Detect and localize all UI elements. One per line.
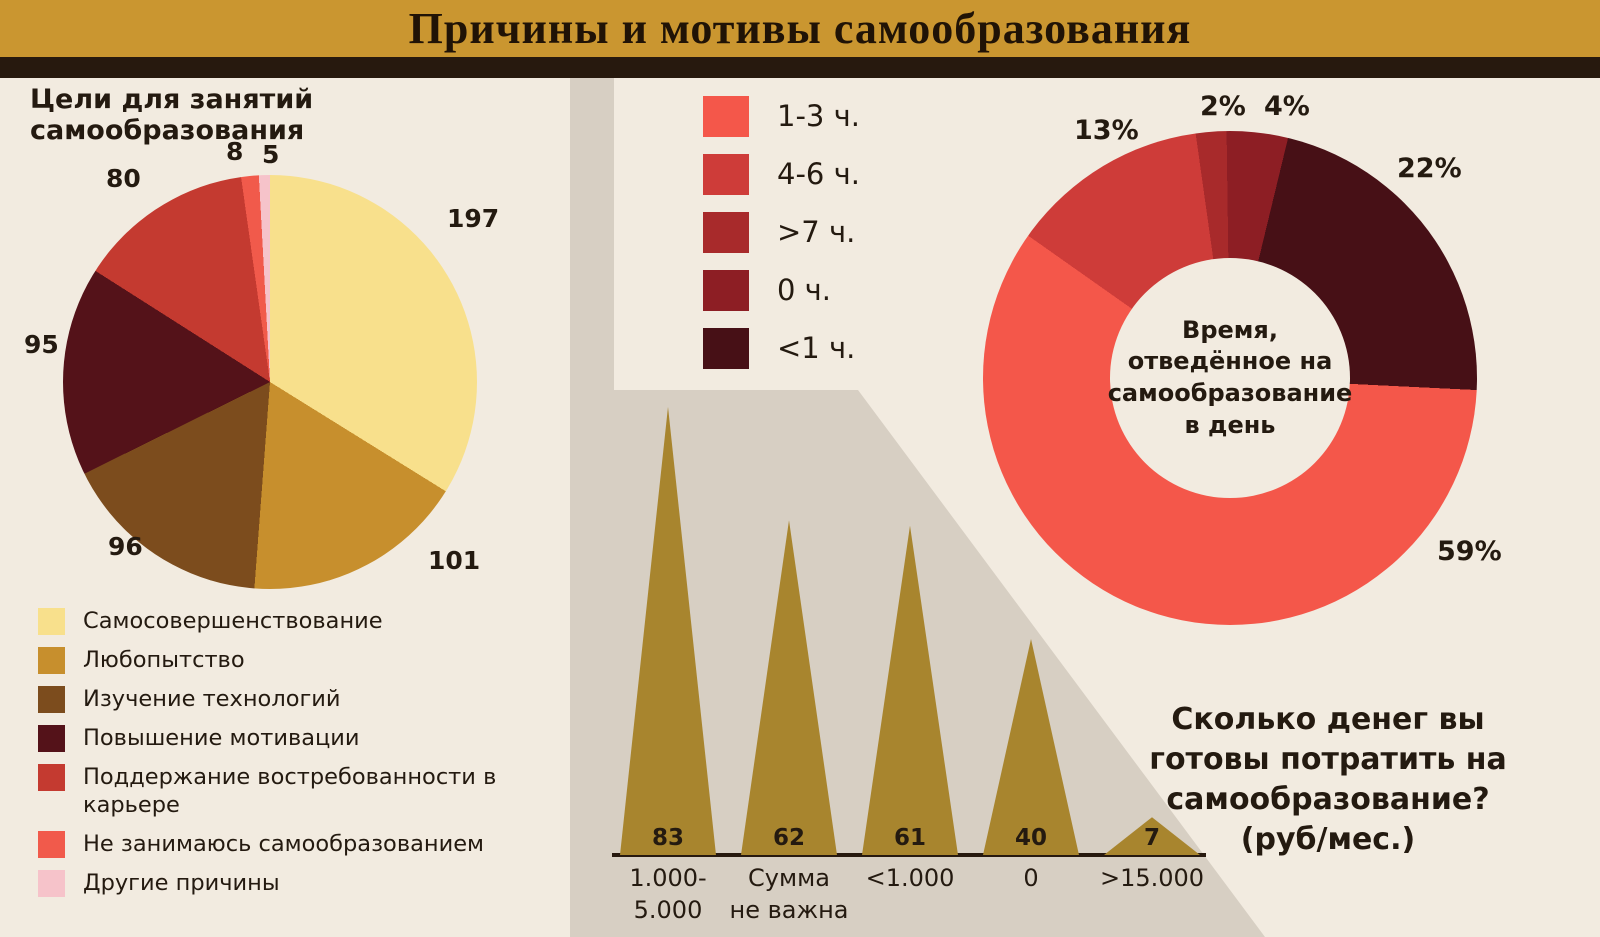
money-triangle-bar <box>620 406 716 855</box>
pie-value-label: 96 <box>108 532 143 561</box>
legend-swatch <box>38 608 65 635</box>
money-bar-label: Сумма не важна <box>729 864 849 925</box>
money-bar-value: 62 <box>772 825 805 851</box>
donut-percent-label: 22% <box>1397 153 1462 184</box>
donut-center: Время, отведённое на самообразование в д… <box>1107 258 1353 498</box>
page-title: Причины и мотивы самообразования <box>408 4 1192 53</box>
legend-label: >7 ч. <box>777 215 856 249</box>
money-bar-label: 1.000- 5.000 <box>629 864 707 925</box>
legend-label: 4-6 ч. <box>777 157 860 191</box>
legend-label: Любопытство <box>83 647 245 673</box>
pie-value-label: 8 <box>226 137 244 166</box>
legend-item: Повышение мотивации <box>38 724 543 752</box>
legend-swatch <box>38 831 65 858</box>
legend-item: 4-6 ч. <box>703 154 860 195</box>
money-bar-value: 7 <box>1143 825 1160 851</box>
time-legend: 1-3 ч. 4-6 ч. >7 ч. 0 ч. <1 ч. <box>703 96 860 386</box>
legend-label: Изучение технологий <box>83 686 341 712</box>
goals-heading: Цели для занятий самообразования <box>30 84 314 146</box>
legend-swatch <box>38 647 65 674</box>
legend-label: Другие причины <box>83 870 280 896</box>
money-bar-label: >15.000 <box>1099 864 1205 892</box>
legend-item: Поддержание востребованности в карьере <box>38 763 543 819</box>
header-divider <box>0 57 1600 78</box>
legend-item: >7 ч. <box>703 212 860 253</box>
legend-item: <1 ч. <box>703 328 860 369</box>
pie-value-label: 5 <box>262 140 280 169</box>
money-question: Сколько денег вы готовы потратить на сам… <box>1149 702 1507 857</box>
money-bar-value: 40 <box>1014 825 1047 851</box>
money-triangle-bar <box>983 639 1079 855</box>
legend-swatch <box>38 870 65 897</box>
legend-item: Другие причины <box>38 869 543 897</box>
legend-swatch <box>703 212 749 253</box>
legend-label: Не занимаюсь самообразованием <box>83 831 485 857</box>
money-bar-group: 62 <box>741 520 837 855</box>
legend-label: <1 ч. <box>777 331 856 365</box>
donut-percent-label: 13% <box>1074 115 1139 146</box>
money-triangle-bar <box>862 525 958 855</box>
donut-center-text: Время, отведённое на самообразование в д… <box>1107 315 1353 439</box>
money-bar-value: 61 <box>893 825 926 851</box>
legend-item: 1-3 ч. <box>703 96 860 137</box>
donut-percent-label: 4% <box>1264 91 1310 122</box>
pie-value-label: 80 <box>106 164 141 193</box>
legend-item: Изучение технологий <box>38 685 543 713</box>
pie-value-label: 197 <box>447 204 500 233</box>
money-bar-group: 83 <box>620 406 716 855</box>
goals-pie-chart <box>63 175 477 589</box>
money-bar-label: <1.000 <box>865 864 955 892</box>
pie-value-label: 95 <box>24 330 59 359</box>
money-axis-line <box>612 853 1206 857</box>
legend-item: Самосовершенствование <box>38 607 543 635</box>
legend-item: Любопытство <box>38 646 543 674</box>
money-bar-group: 7 <box>1104 817 1200 855</box>
money-triangle-bar <box>741 520 837 855</box>
donut-percent-label: 59% <box>1437 536 1502 567</box>
pie-value-label: 101 <box>428 546 481 575</box>
legend-label: 1-3 ч. <box>777 99 860 133</box>
legend-label: Повышение мотивации <box>83 725 360 751</box>
header-bar: Причины и мотивы самообразования <box>0 0 1600 57</box>
money-bar-value: 83 <box>651 825 684 851</box>
money-bar-group: 61 <box>862 525 958 855</box>
legend-item: 0 ч. <box>703 270 860 311</box>
legend-item: Не занимаюсь самообразованием <box>38 830 543 858</box>
goals-legend: Самосовершенствование Любопытство Изучен… <box>38 607 543 908</box>
time-donut-chart: Время, отведённое на самообразование в д… <box>983 131 1477 625</box>
legend-label: Самосовершенствование <box>83 608 383 634</box>
legend-swatch <box>38 686 65 713</box>
legend-swatch <box>703 328 749 369</box>
donut-percent-label: 2% <box>1200 91 1246 122</box>
legend-label: 0 ч. <box>777 273 832 307</box>
legend-swatch <box>703 96 749 137</box>
money-bar-label: 0 <box>1023 864 1039 892</box>
legend-swatch <box>703 270 749 311</box>
legend-swatch <box>38 764 65 791</box>
legend-label: Поддержание востребованности в карьере <box>83 764 497 818</box>
legend-swatch <box>38 725 65 752</box>
money-bar-group: 40 <box>983 639 1079 855</box>
legend-swatch <box>703 154 749 195</box>
